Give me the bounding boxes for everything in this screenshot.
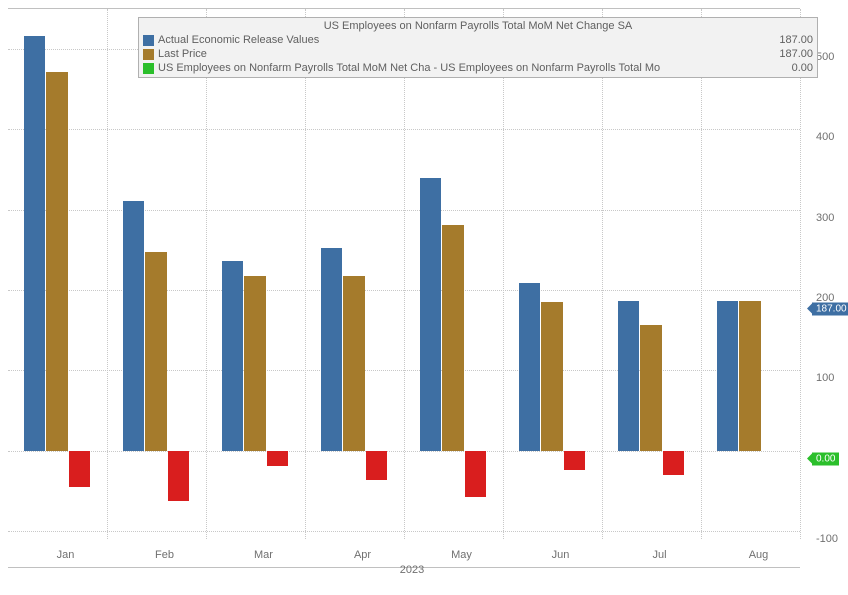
bar <box>24 36 45 451</box>
legend-box: US Employees on Nonfarm Payrolls Total M… <box>138 17 818 78</box>
ytick-label: 400 <box>816 131 834 143</box>
gridline-v <box>701 9 702 539</box>
legend-swatch-1 <box>143 49 154 60</box>
legend-swatch-2 <box>143 63 154 74</box>
callout-arrow-icon <box>807 304 812 314</box>
bar <box>442 225 463 451</box>
legend-label-1: Last Price <box>158 48 771 60</box>
bar <box>541 302 562 451</box>
bar <box>168 451 189 502</box>
callout-arrow-icon <box>807 454 812 464</box>
bar <box>717 301 738 451</box>
value-callout: 187.00 <box>812 302 848 315</box>
gridline-v <box>503 9 504 539</box>
bar <box>564 451 585 470</box>
legend-value-1: 187.00 <box>771 48 813 60</box>
xtick-label: Feb <box>155 549 174 561</box>
gridline-v <box>305 9 306 539</box>
bar <box>519 283 540 451</box>
bar <box>618 301 639 451</box>
bar <box>366 451 387 480</box>
legend-row-2: US Employees on Nonfarm Payrolls Total M… <box>143 61 813 75</box>
legend-row-0: Actual Economic Release Values 187.00 <box>143 33 813 47</box>
gridline-v <box>800 9 801 539</box>
bar <box>420 178 441 450</box>
legend-label-2: US Employees on Nonfarm Payrolls Total M… <box>158 62 784 74</box>
gridline-v <box>602 9 603 539</box>
ytick-label: 500 <box>816 51 834 63</box>
bar <box>267 451 288 466</box>
chart-title: US Employees on Nonfarm Payrolls Total M… <box>143 20 813 33</box>
xtick-label: Aug <box>749 549 769 561</box>
ytick-label: 300 <box>816 212 834 224</box>
bar <box>123 201 144 451</box>
bar <box>640 325 661 451</box>
xtick-label: Apr <box>354 549 371 561</box>
bar <box>343 276 364 450</box>
ytick-label: 100 <box>816 372 834 384</box>
ytick-label: -100 <box>816 533 838 545</box>
legend-swatch-0 <box>143 35 154 46</box>
legend-row-1: Last Price 187.00 <box>143 47 813 61</box>
bar <box>663 451 684 475</box>
gridline-v <box>206 9 207 539</box>
xtick-label: Jan <box>57 549 75 561</box>
plot-area <box>8 9 800 539</box>
chart-container: US Employees on Nonfarm Payrolls Total M… <box>8 8 800 568</box>
xtick-label: May <box>451 549 472 561</box>
bar <box>145 252 166 451</box>
bar <box>739 301 760 451</box>
bar <box>46 72 67 451</box>
x-year-label: 2023 <box>400 564 424 576</box>
value-callout: 0.00 <box>812 452 839 465</box>
xtick-label: Mar <box>254 549 273 561</box>
bar <box>69 451 90 487</box>
xtick-label: Jun <box>552 549 570 561</box>
bar <box>244 276 265 450</box>
bar <box>222 261 243 451</box>
xtick-label: Jul <box>652 549 666 561</box>
gridline-v <box>404 9 405 539</box>
legend-value-2: 0.00 <box>784 62 813 74</box>
bar <box>321 248 342 451</box>
gridline-v <box>107 9 108 539</box>
bar <box>465 451 486 498</box>
legend-label-0: Actual Economic Release Values <box>158 34 771 46</box>
legend-value-0: 187.00 <box>771 34 813 46</box>
